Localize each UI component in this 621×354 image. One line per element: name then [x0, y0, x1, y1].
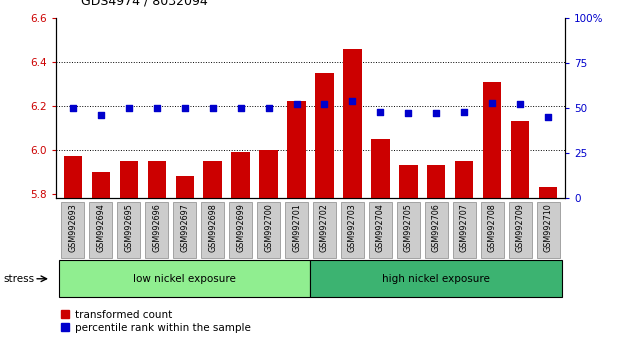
Bar — [509, 202, 532, 258]
Point — [515, 102, 525, 107]
Point — [320, 102, 330, 107]
Point — [96, 112, 106, 118]
Bar — [61, 202, 84, 258]
Point — [404, 110, 414, 116]
Point — [124, 105, 134, 111]
Bar — [481, 202, 504, 258]
Point — [291, 102, 301, 107]
Bar — [260, 150, 278, 198]
Bar — [483, 81, 502, 198]
Point — [152, 105, 161, 111]
Point — [432, 110, 442, 116]
Bar — [232, 152, 250, 198]
Text: GSM992700: GSM992700 — [264, 204, 273, 252]
Bar — [117, 202, 140, 258]
Text: GSM992706: GSM992706 — [432, 204, 441, 252]
Bar — [288, 101, 306, 198]
Point — [263, 105, 273, 111]
Text: high nickel exposure: high nickel exposure — [383, 274, 491, 284]
Point — [348, 98, 358, 104]
Bar — [201, 202, 224, 258]
Bar — [145, 202, 168, 258]
Point — [487, 100, 497, 105]
Text: GSM992705: GSM992705 — [404, 204, 413, 252]
Text: GSM992709: GSM992709 — [516, 204, 525, 252]
Text: GSM992702: GSM992702 — [320, 204, 329, 252]
Bar — [341, 202, 364, 258]
Bar — [257, 202, 280, 258]
Text: GSM992694: GSM992694 — [96, 204, 105, 252]
Text: GSM992707: GSM992707 — [460, 204, 469, 252]
Bar — [511, 121, 530, 198]
Bar — [204, 161, 222, 198]
Bar — [537, 202, 560, 258]
Text: GSM992701: GSM992701 — [292, 204, 301, 252]
Text: GSM992708: GSM992708 — [488, 204, 497, 252]
Bar — [369, 202, 392, 258]
Point — [376, 109, 386, 114]
Text: GSM992695: GSM992695 — [124, 204, 133, 252]
Bar — [315, 73, 333, 198]
Bar — [91, 172, 110, 198]
Bar — [313, 202, 336, 258]
Bar — [63, 156, 82, 198]
Bar — [285, 202, 308, 258]
Bar — [343, 48, 361, 198]
Point — [460, 109, 469, 114]
Bar — [427, 165, 445, 198]
Bar — [453, 202, 476, 258]
Point — [179, 105, 189, 111]
Text: GDS4974 / 8032094: GDS4974 / 8032094 — [81, 0, 207, 7]
Text: GSM992704: GSM992704 — [376, 204, 385, 252]
Text: GSM992696: GSM992696 — [152, 204, 161, 252]
Bar — [455, 161, 473, 198]
Text: GSM992697: GSM992697 — [180, 204, 189, 252]
Bar — [425, 202, 448, 258]
Bar — [229, 202, 252, 258]
Bar — [148, 161, 166, 198]
Legend: transformed count, percentile rank within the sample: transformed count, percentile rank withi… — [61, 310, 250, 333]
Bar — [59, 261, 310, 297]
Text: stress: stress — [3, 274, 34, 284]
Bar — [399, 165, 417, 198]
Text: GSM992693: GSM992693 — [68, 204, 77, 252]
Text: GSM992710: GSM992710 — [544, 204, 553, 252]
Bar — [176, 176, 194, 198]
Text: GSM992698: GSM992698 — [208, 204, 217, 252]
Text: GSM992699: GSM992699 — [236, 204, 245, 252]
Bar — [89, 202, 112, 258]
Point — [207, 105, 217, 111]
Point — [543, 114, 553, 120]
Bar — [371, 139, 389, 198]
Bar — [539, 187, 558, 198]
Point — [68, 105, 78, 111]
Bar — [119, 161, 138, 198]
Point — [235, 105, 245, 111]
Text: GSM992703: GSM992703 — [348, 204, 357, 252]
Bar — [310, 261, 562, 297]
Bar — [173, 202, 196, 258]
Text: low nickel exposure: low nickel exposure — [133, 274, 236, 284]
Bar — [397, 202, 420, 258]
